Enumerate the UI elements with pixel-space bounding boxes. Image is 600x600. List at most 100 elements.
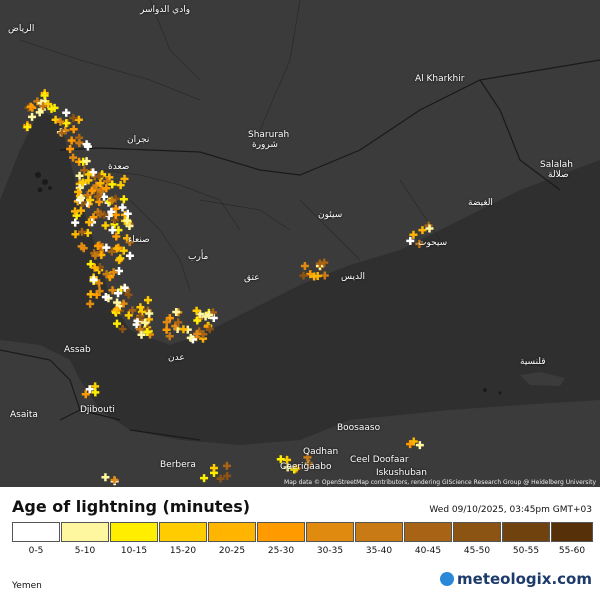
- lightning-strike: [310, 272, 319, 281]
- lightning-map[interactable]: وادي الدواسر الرياض Al Kharkhir نجران Sh…: [0, 0, 600, 487]
- lightning-strike: [283, 463, 292, 472]
- lightning-strike: [87, 186, 96, 195]
- lightning-strike: [96, 187, 105, 196]
- lightning-strike: [120, 174, 129, 183]
- lightning-strike: [69, 153, 78, 162]
- lightning-strike: [23, 123, 32, 132]
- lightning-strike: [77, 227, 86, 236]
- lightning-strike: [69, 114, 78, 123]
- lightning-strike: [216, 474, 225, 483]
- legend-swatch: [453, 522, 501, 542]
- lightning-strike: [118, 203, 127, 212]
- lightning-strike: [205, 325, 214, 334]
- legend-panel: [0, 487, 600, 600]
- lightning-strike: [222, 461, 231, 470]
- place-label: صعدة: [108, 162, 130, 172]
- lightning-strike: [136, 325, 145, 334]
- lightning-strike: [91, 251, 100, 260]
- lightning-strike: [96, 209, 105, 218]
- lightning-strike: [123, 209, 132, 218]
- lightning-strike: [141, 318, 150, 327]
- lightning-strike: [418, 226, 427, 235]
- timestamp: Wed 09/10/2025, 03:45pm GMT+03: [429, 505, 592, 515]
- place-label: Berbera: [160, 460, 196, 470]
- lightning-strike: [415, 441, 424, 450]
- lightning-strike: [40, 91, 49, 100]
- lightning-strike: [51, 115, 60, 124]
- lightning-strike: [67, 136, 76, 145]
- legend-swatch: [110, 522, 158, 542]
- lightning-strike: [95, 287, 104, 296]
- lightning-strike: [93, 192, 102, 201]
- legend-title: Age of lightning (minutes): [12, 497, 251, 516]
- lightning-strike: [210, 463, 219, 472]
- place-label: عدن: [168, 353, 185, 363]
- legend-swatch: [404, 522, 452, 542]
- lightning-strike: [86, 299, 95, 308]
- legend-label: 40-45: [414, 546, 442, 556]
- legend-label: 30-35: [316, 546, 344, 556]
- lightning-strike: [172, 307, 181, 316]
- lightning-strike: [409, 437, 418, 446]
- lightning-strike: [303, 453, 312, 462]
- lightning-strike: [85, 385, 94, 394]
- legend-label: 0-5: [28, 546, 44, 556]
- legend-label: 45-50: [463, 546, 491, 556]
- lightning-strike: [125, 251, 134, 260]
- lightning-strike: [108, 226, 117, 235]
- lightning-strike: [56, 117, 65, 126]
- lightning-strike: [102, 243, 111, 252]
- place-label: قلنسية: [520, 357, 546, 367]
- lightning-strike: [112, 305, 121, 314]
- lightning-strike: [112, 232, 121, 241]
- lightning-strike: [44, 100, 53, 109]
- lightning-strike: [82, 140, 91, 149]
- place-label: Al Kharkhir: [415, 74, 465, 84]
- lightning-strike: [193, 329, 202, 338]
- lightning-strike: [96, 179, 105, 188]
- lightning-strike: [107, 207, 116, 216]
- lightning-strike: [83, 191, 92, 200]
- lightning-strike: [93, 242, 102, 251]
- lightning-strike: [136, 312, 145, 321]
- place-label: صنعاء: [128, 235, 150, 245]
- lightning-strike: [95, 172, 104, 181]
- place-label: سيئون: [318, 210, 343, 220]
- lightning-strike: [85, 218, 94, 227]
- lightning-strike: [205, 311, 214, 320]
- lightning-strike: [95, 279, 104, 288]
- lightning-strike: [90, 263, 99, 272]
- lightning-strike: [111, 210, 120, 219]
- place-label: Qadhan: [303, 447, 339, 457]
- lightning-strike: [107, 196, 116, 205]
- lightning-strike: [113, 298, 122, 307]
- lightning-strike: [95, 198, 104, 207]
- legend-swatch: [208, 522, 256, 542]
- brand-logo[interactable]: meteologix.com: [440, 570, 592, 588]
- place-label: Asaita: [10, 410, 38, 420]
- lightning-strike: [174, 318, 183, 327]
- place-label: الغيضة: [468, 198, 493, 208]
- place-label: Boosaaso: [337, 423, 381, 433]
- lightning-strike: [133, 316, 142, 325]
- legend-swatch: [61, 522, 109, 542]
- lightning-strike: [320, 271, 329, 280]
- lightning-strike: [89, 275, 98, 284]
- lightning-strike: [66, 144, 75, 153]
- place-label: نجران: [127, 135, 150, 145]
- country-borders: [0, 59, 600, 441]
- lightning-strike: [116, 181, 125, 190]
- place-label: الرياض: [8, 24, 35, 34]
- lightning-strike: [75, 139, 84, 148]
- lightning-strike: [179, 325, 188, 334]
- place-label: سيحوت: [418, 238, 448, 248]
- map-canvas: [0, 0, 600, 487]
- place-label: Djibouti: [80, 405, 115, 415]
- lightning-strike: [137, 307, 146, 316]
- sea-area: [0, 110, 600, 487]
- lightning-strike: [103, 177, 112, 186]
- lightning-strike: [101, 221, 110, 230]
- lightning-strike: [276, 455, 285, 464]
- legend-label: 5-10: [74, 546, 96, 556]
- lightning-strike: [89, 168, 98, 177]
